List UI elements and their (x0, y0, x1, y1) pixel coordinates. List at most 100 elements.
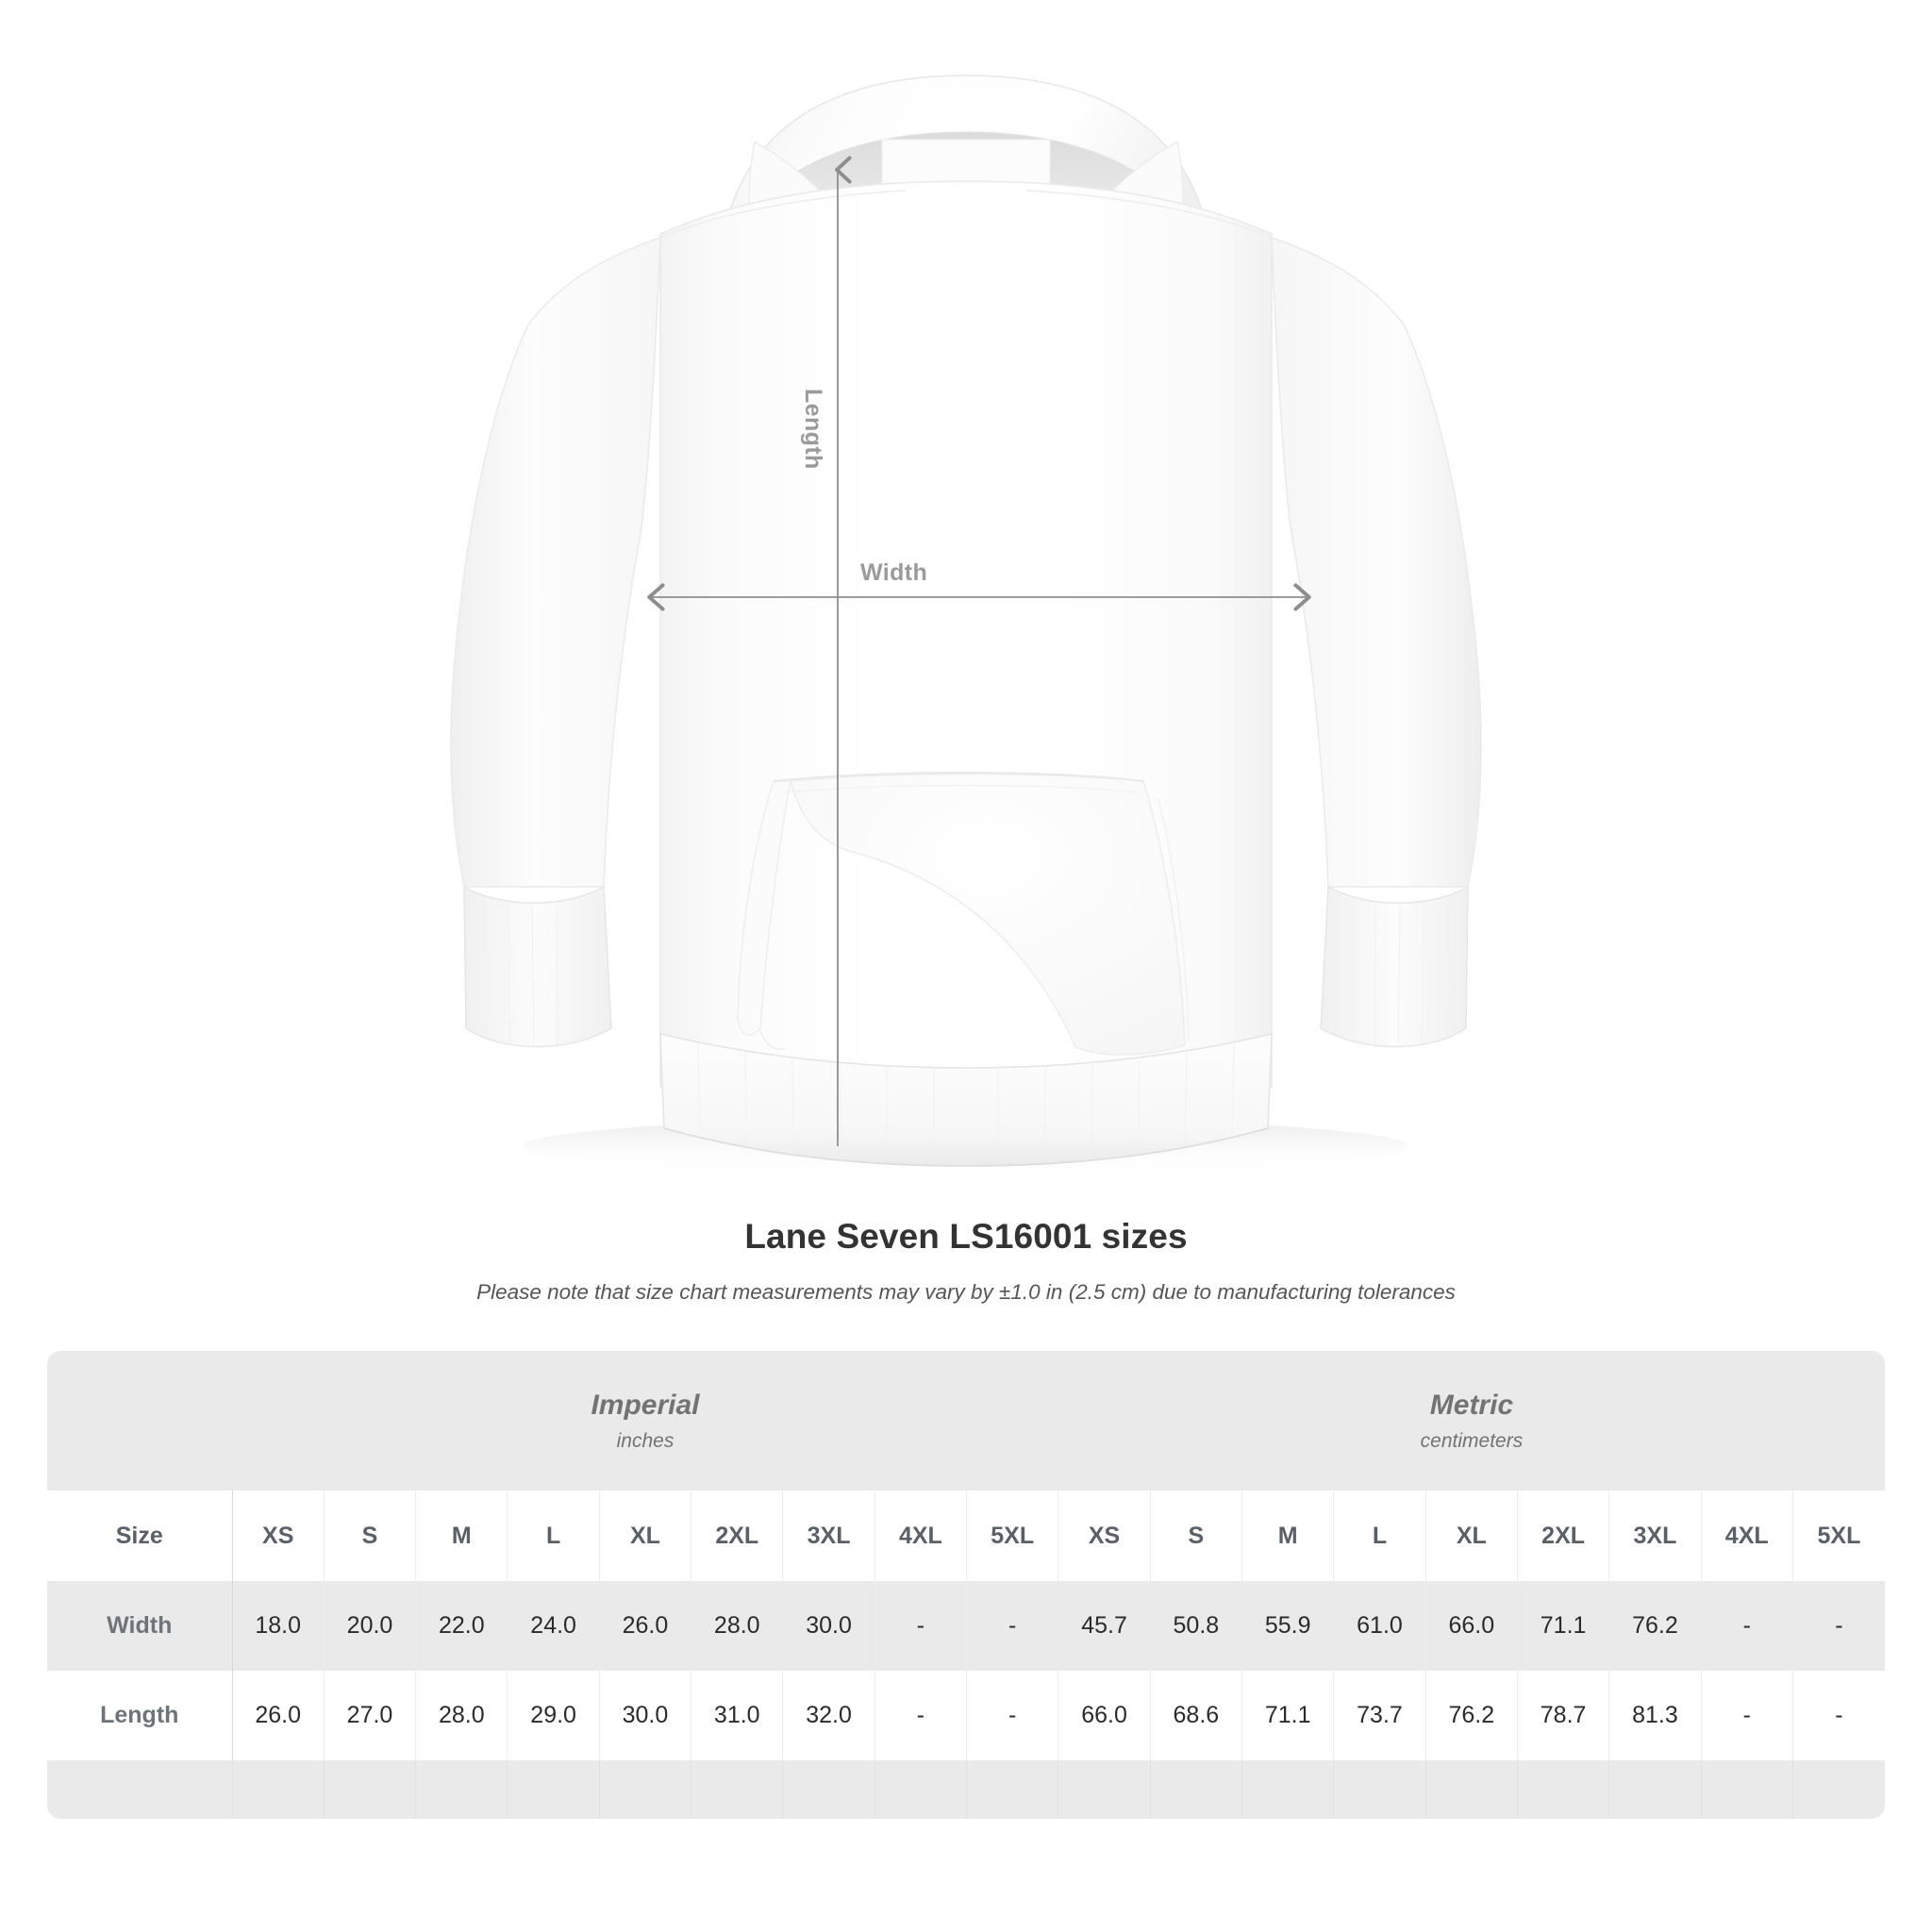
footer-cell (1333, 1760, 1426, 1819)
cell-width-imperial-2xl: 28.0 (691, 1581, 784, 1671)
cell-length-metric-xs: 66.0 (1058, 1671, 1151, 1760)
sleeve-left (450, 236, 661, 888)
footer-cell (1517, 1760, 1610, 1819)
footer-cell (1701, 1760, 1793, 1819)
footer-cell (232, 1760, 325, 1819)
cell-width-imperial-xl: 26.0 (599, 1581, 692, 1671)
cell-width-imperial-s: 20.0 (324, 1581, 417, 1671)
footer-cell (691, 1760, 784, 1819)
shoulder-seam-right (1025, 190, 1273, 239)
cuff-right-ribs (1350, 897, 1450, 1048)
footer-cell (507, 1760, 600, 1819)
footer-cell (1425, 1760, 1518, 1819)
cell-width-imperial-5xl: - (966, 1581, 1059, 1671)
pocket-left-corner (759, 1029, 786, 1050)
cell-length-imperial-xl: 30.0 (599, 1671, 692, 1760)
cell-width-metric-4xl: - (1701, 1581, 1793, 1671)
size-chart-table: Imperial inches Metric centimeters Size … (47, 1351, 1885, 1819)
unit-name-metric: Metric (1429, 1389, 1514, 1421)
cell-width-metric-2xl: 71.1 (1517, 1581, 1610, 1671)
cell-width-metric-xl: 66.0 (1425, 1581, 1518, 1671)
size-header-metric-l: L (1333, 1491, 1426, 1581)
pocket-top-seam (773, 772, 1144, 782)
cell-width-imperial-l: 24.0 (507, 1581, 600, 1671)
size-header-metric-m: M (1241, 1491, 1335, 1581)
row-label-width: Width (47, 1581, 233, 1671)
size-header-imperial-3xl: 3XL (782, 1491, 875, 1581)
width-measure-label: Width (860, 559, 928, 586)
page-title: Lane Seven LS16001 sizes (744, 1217, 1188, 1256)
size-header-metric-3xl: 3XL (1608, 1491, 1702, 1581)
unit-sub-imperial: inches (616, 1429, 675, 1452)
size-header-metric-s: S (1150, 1491, 1243, 1581)
cuff-left-ribs (482, 897, 582, 1048)
cuff-right (1320, 885, 1469, 1048)
footer-cell (47, 1760, 233, 1819)
cell-width-metric-l: 61.0 (1333, 1581, 1426, 1671)
size-header-metric-5xl: 5XL (1792, 1491, 1885, 1581)
shoulder-seam-left (659, 190, 907, 239)
cell-length-metric-3xl: 81.3 (1608, 1671, 1702, 1760)
size-header-imperial-xl: XL (599, 1491, 692, 1581)
size-header-imperial-l: L (507, 1491, 600, 1581)
pocket-right-half (790, 773, 1186, 1056)
footer-cell (599, 1760, 692, 1819)
length-measure-label: Length (800, 389, 826, 470)
footer-cell (874, 1760, 968, 1819)
product-illustration: Length Width (450, 75, 1482, 1174)
cell-length-imperial-m: 28.0 (415, 1671, 508, 1760)
row-label-length: Length (47, 1671, 233, 1760)
unit-cell-metric: Metric centimeters (1058, 1351, 1885, 1491)
cell-length-metric-5xl: - (1792, 1671, 1885, 1760)
cell-width-imperial-4xl: - (874, 1581, 968, 1671)
footer-cell (966, 1760, 1059, 1819)
size-header-imperial-5xl: 5XL (966, 1491, 1059, 1581)
hem-bottom-edge (663, 1127, 1269, 1167)
size-header-metric-xl: XL (1425, 1491, 1518, 1581)
cell-width-metric-5xl: - (1792, 1581, 1885, 1671)
size-header-imperial-2xl: 2XL (691, 1491, 784, 1581)
size-header-metric-xs: XS (1058, 1491, 1151, 1581)
cell-length-imperial-3xl: 32.0 (782, 1671, 875, 1760)
unit-cell-imperial: Imperial inches (232, 1351, 1058, 1491)
cell-length-metric-m: 71.1 (1241, 1671, 1335, 1760)
cell-length-imperial-5xl: - (966, 1671, 1059, 1760)
cell-width-metric-s: 50.8 (1150, 1581, 1243, 1671)
size-header-metric-4xl: 4XL (1701, 1491, 1793, 1581)
size-header-imperial-xs: XS (232, 1491, 325, 1581)
unit-row-corner (47, 1351, 233, 1491)
sleeve-right (1271, 236, 1482, 888)
footer-cell (415, 1760, 508, 1819)
cell-width-imperial-xs: 18.0 (232, 1581, 325, 1671)
hoodie-svg (450, 75, 1482, 1174)
unit-sub-metric: centimeters (1420, 1429, 1524, 1452)
pocket-left-edge (737, 780, 791, 1036)
cell-length-metric-s: 68.6 (1150, 1671, 1243, 1760)
unit-name-imperial: Imperial (591, 1389, 700, 1421)
cell-length-metric-4xl: - (1701, 1671, 1793, 1760)
hem-ribs (697, 1042, 1235, 1163)
tolerance-note: Please note that size chart measurements… (476, 1280, 1456, 1305)
size-chart-table-container: Imperial inches Metric centimeters Size … (47, 1351, 1885, 1819)
footer-cell (1058, 1760, 1151, 1819)
pocket-top-stitch (784, 784, 1139, 793)
heading-block: Lane Seven LS16001 sizes Please note tha… (0, 1215, 1932, 1307)
cell-length-metric-xl: 76.2 (1425, 1671, 1518, 1760)
size-header-metric-2xl: 2XL (1517, 1491, 1610, 1581)
cell-width-imperial-3xl: 30.0 (782, 1581, 875, 1671)
table-row: Width 18.0 20.0 22.0 24.0 26.0 28.0 30.0… (47, 1581, 1885, 1671)
unit-system-row: Imperial inches Metric centimeters (47, 1351, 1885, 1491)
cuff-left (463, 885, 612, 1048)
cell-length-imperial-xs: 26.0 (232, 1671, 325, 1760)
pocket-right-stitch (1158, 797, 1190, 1042)
cell-length-metric-l: 73.7 (1333, 1671, 1426, 1760)
cell-width-metric-3xl: 76.2 (1608, 1581, 1702, 1671)
footer-cell (782, 1760, 875, 1819)
cell-length-metric-2xl: 78.7 (1517, 1671, 1610, 1760)
cell-length-imperial-4xl: - (874, 1671, 968, 1760)
cell-length-imperial-2xl: 31.0 (691, 1671, 784, 1760)
size-header-row: Size XS S M L XL 2XL 3XL 4XL 5XL XS S M … (47, 1491, 1885, 1581)
table-row: Length 26.0 27.0 28.0 29.0 30.0 31.0 32.… (47, 1671, 1885, 1760)
footer-cell (1608, 1760, 1702, 1819)
